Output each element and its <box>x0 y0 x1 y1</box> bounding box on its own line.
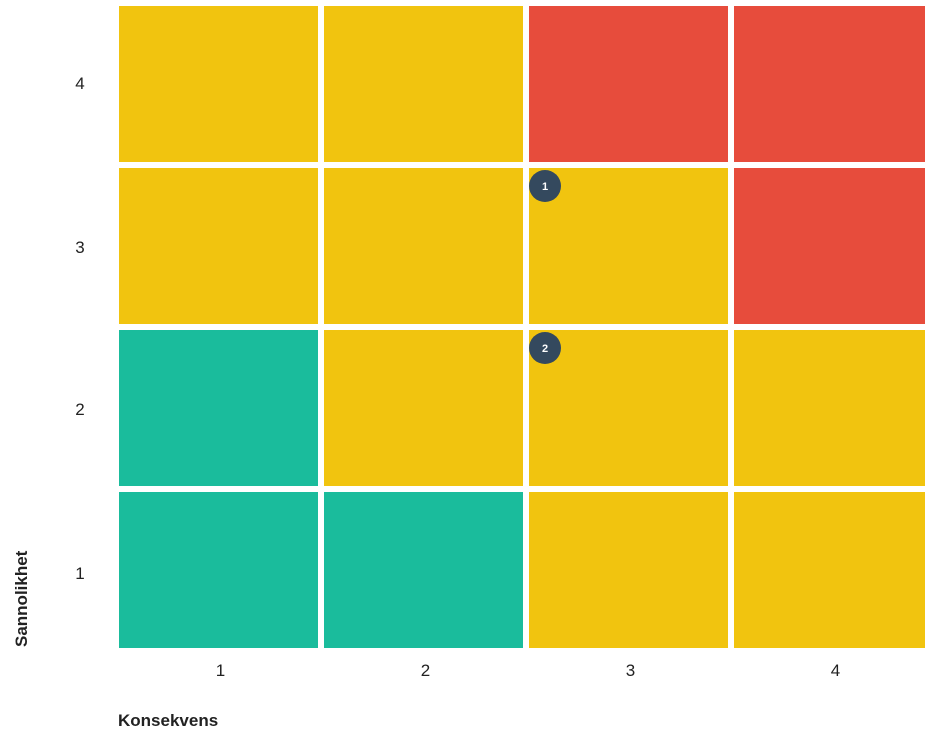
y-axis-label: Sannolikhet <box>12 550 31 647</box>
matrix-cell-k1-s4 <box>119 6 318 162</box>
matrix-cell-k3-s2 <box>529 330 728 486</box>
x-tick-label: 4 <box>831 661 840 680</box>
risk-marker-label: 1 <box>542 181 548 193</box>
risk-markers: 12 <box>529 170 561 364</box>
matrix-cell-k1-s2 <box>119 330 318 486</box>
matrix-cell-k2-s2 <box>324 330 523 486</box>
y-tick-label: 3 <box>75 238 84 257</box>
risk-marker-circle <box>529 170 561 202</box>
matrix-cells <box>119 6 925 648</box>
x-tick-label: 1 <box>216 661 225 680</box>
matrix-cell-k3-s4 <box>529 6 728 162</box>
y-tick-labels: 1 2 3 4 <box>75 74 84 583</box>
matrix-cell-k4-s4 <box>734 6 925 162</box>
x-axis-label: Konsekvens <box>118 711 218 730</box>
y-tick-label: 2 <box>75 400 84 419</box>
x-tick-labels: 1 2 3 4 <box>216 661 840 680</box>
matrix-cell-k4-s1 <box>734 492 925 648</box>
matrix-cell-k2-s3 <box>324 168 523 324</box>
matrix-cell-k1-s1 <box>119 492 318 648</box>
risk-marker-1[interactable]: 1 <box>529 170 561 202</box>
risk-marker-2[interactable]: 2 <box>529 332 561 364</box>
y-tick-label: 1 <box>75 564 84 583</box>
matrix-cell-k4-s2 <box>734 330 925 486</box>
y-tick-label: 4 <box>75 74 84 93</box>
matrix-cell-k2-s1 <box>324 492 523 648</box>
matrix-cell-k4-s3 <box>734 168 925 324</box>
x-tick-label: 2 <box>421 661 430 680</box>
matrix-cell-k3-s3 <box>529 168 728 324</box>
x-tick-label: 3 <box>626 661 635 680</box>
risk-marker-circle <box>529 332 561 364</box>
matrix-cell-k1-s3 <box>119 168 318 324</box>
matrix-cell-k2-s4 <box>324 6 523 162</box>
risk-marker-label: 2 <box>542 343 548 355</box>
matrix-cell-k3-s1 <box>529 492 728 648</box>
